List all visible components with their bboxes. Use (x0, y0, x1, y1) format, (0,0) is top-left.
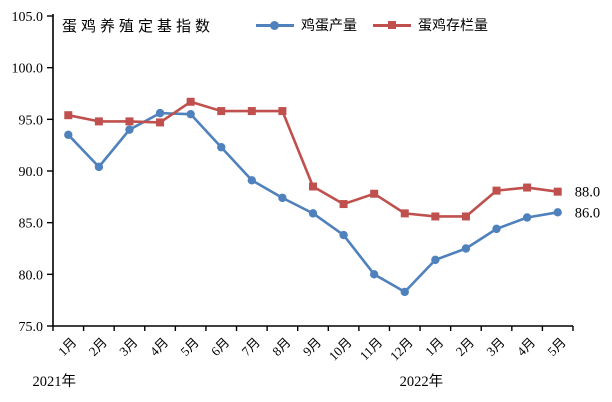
data-label: 88.0 (575, 185, 600, 201)
x-tick-label: 6月 (208, 335, 232, 359)
data-point (125, 125, 134, 134)
data-point (247, 107, 256, 116)
data-point (553, 187, 562, 196)
data-point (370, 189, 379, 198)
data-point (400, 287, 409, 297)
x-tick-label: 11月 (357, 335, 386, 364)
x-tick-label: 3月 (483, 335, 507, 359)
data-point (553, 208, 562, 217)
data-point (94, 117, 103, 126)
legend-item-egg-production: 鸡蛋产量 (256, 15, 357, 35)
data-point (278, 193, 287, 203)
data-point (339, 200, 348, 209)
year-label: 2021年 (33, 373, 77, 390)
data-point (339, 230, 348, 240)
x-tick-label: 8月 (269, 335, 293, 359)
data-point (431, 255, 440, 265)
data-label: 86.0 (575, 205, 600, 221)
data-point (155, 108, 165, 118)
x-tick-label: 2月 (453, 335, 477, 359)
data-point (461, 244, 471, 253)
x-tick-label: 10月 (326, 335, 355, 364)
data-point (64, 130, 73, 140)
legend-item-hen-inventory: 蛋鸡存栏量 (373, 15, 488, 35)
y-tick-label: 90.0 (19, 165, 44, 180)
data-point (186, 109, 195, 119)
y-tick-label: 100.0 (12, 62, 44, 77)
series-line-1 (66, 100, 560, 218)
year-label: 2022年 (400, 373, 444, 390)
x-tick-label: 1月 (422, 335, 446, 359)
x-tick-label: 4月 (514, 335, 538, 359)
line-circle-marker-icon (256, 20, 294, 31)
y-tick-label: 95.0 (19, 113, 44, 128)
data-point (431, 212, 440, 221)
x-tick-label: 4月 (147, 335, 171, 359)
x-tick-label: 1月 (55, 335, 79, 359)
data-point (64, 111, 73, 120)
legend-label-hen-inventory: 蛋鸡存栏量 (418, 19, 488, 34)
y-tick-label: 75.0 (19, 320, 44, 335)
x-tick-label: 3月 (116, 335, 140, 359)
data-point (461, 212, 470, 221)
chart-title: 蛋鸡养殖定基指数 (62, 19, 215, 35)
y-tick-label: 105.0 (12, 10, 44, 25)
data-point (492, 224, 501, 234)
data-point (523, 183, 532, 192)
data-point (217, 107, 226, 116)
x-tick-label: 7月 (239, 335, 263, 359)
x-tick-label: 2月 (86, 335, 110, 359)
y-tick-label: 80.0 (19, 268, 44, 283)
data-point (278, 107, 287, 116)
data-point (125, 117, 134, 126)
data-point (522, 213, 532, 222)
data-point (156, 118, 165, 127)
x-tick-label: 12月 (387, 335, 416, 364)
data-point (309, 182, 317, 191)
data-point (247, 176, 257, 185)
x-tick-label: 9月 (300, 335, 324, 359)
data-point (308, 209, 318, 218)
chart-legend: 鸡蛋产量 蛋鸡存栏量 (256, 15, 488, 35)
x-tick-label: 5月 (177, 335, 201, 359)
data-point (369, 270, 379, 279)
data-point (94, 162, 104, 172)
data-point (186, 97, 195, 106)
data-point (400, 209, 409, 218)
data-point (217, 143, 226, 152)
x-tick-label: 5月 (544, 335, 568, 359)
data-point (492, 186, 501, 195)
line-square-marker-icon (373, 20, 411, 31)
legend-label-egg-production: 鸡蛋产量 (301, 19, 357, 34)
y-tick-label: 85.0 (19, 217, 44, 232)
